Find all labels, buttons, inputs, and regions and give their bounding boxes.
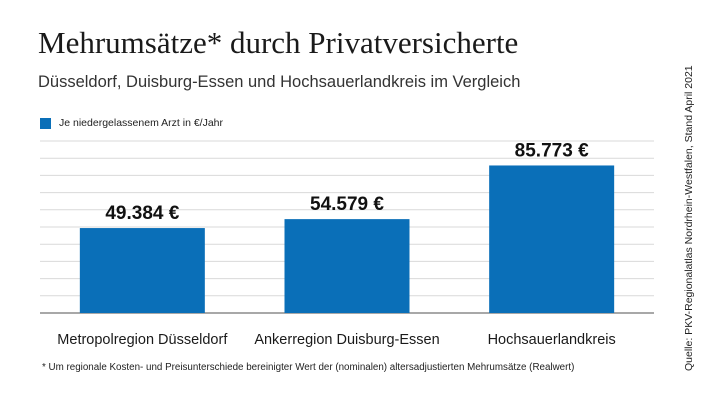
bar-2 [284, 219, 410, 313]
bar-1 [79, 228, 205, 313]
legend-swatch [40, 117, 51, 129]
legend-label: Je niedergelassenem Arzt in €/Jahr [59, 117, 224, 129]
category-label-1: Metropolregion Düsseldorf [57, 332, 228, 348]
bar-3 [489, 165, 615, 313]
value-label-3: 85.773 € [515, 140, 589, 161]
source-note: Quelle: PKV-Regionalatlas Nordrhein-West… [683, 65, 695, 371]
chart-title: Mehrumsätze* durch Privatversicherte [38, 25, 519, 60]
legend: Je niedergelassenem Arzt in €/Jahr [40, 117, 223, 129]
value-label-1: 49.384 € [105, 203, 179, 224]
category-label-3: Hochsauerlandkreis [488, 332, 616, 348]
category-label-2: Ankerregion Duisburg-Essen [254, 332, 439, 348]
value-label-2: 54.579 € [310, 194, 384, 215]
chart-subtitle: Düsseldorf, Duisburg-Essen und Hochsauer… [38, 73, 521, 91]
footnote: * Um regionale Kosten- und Preisuntersch… [42, 362, 575, 373]
